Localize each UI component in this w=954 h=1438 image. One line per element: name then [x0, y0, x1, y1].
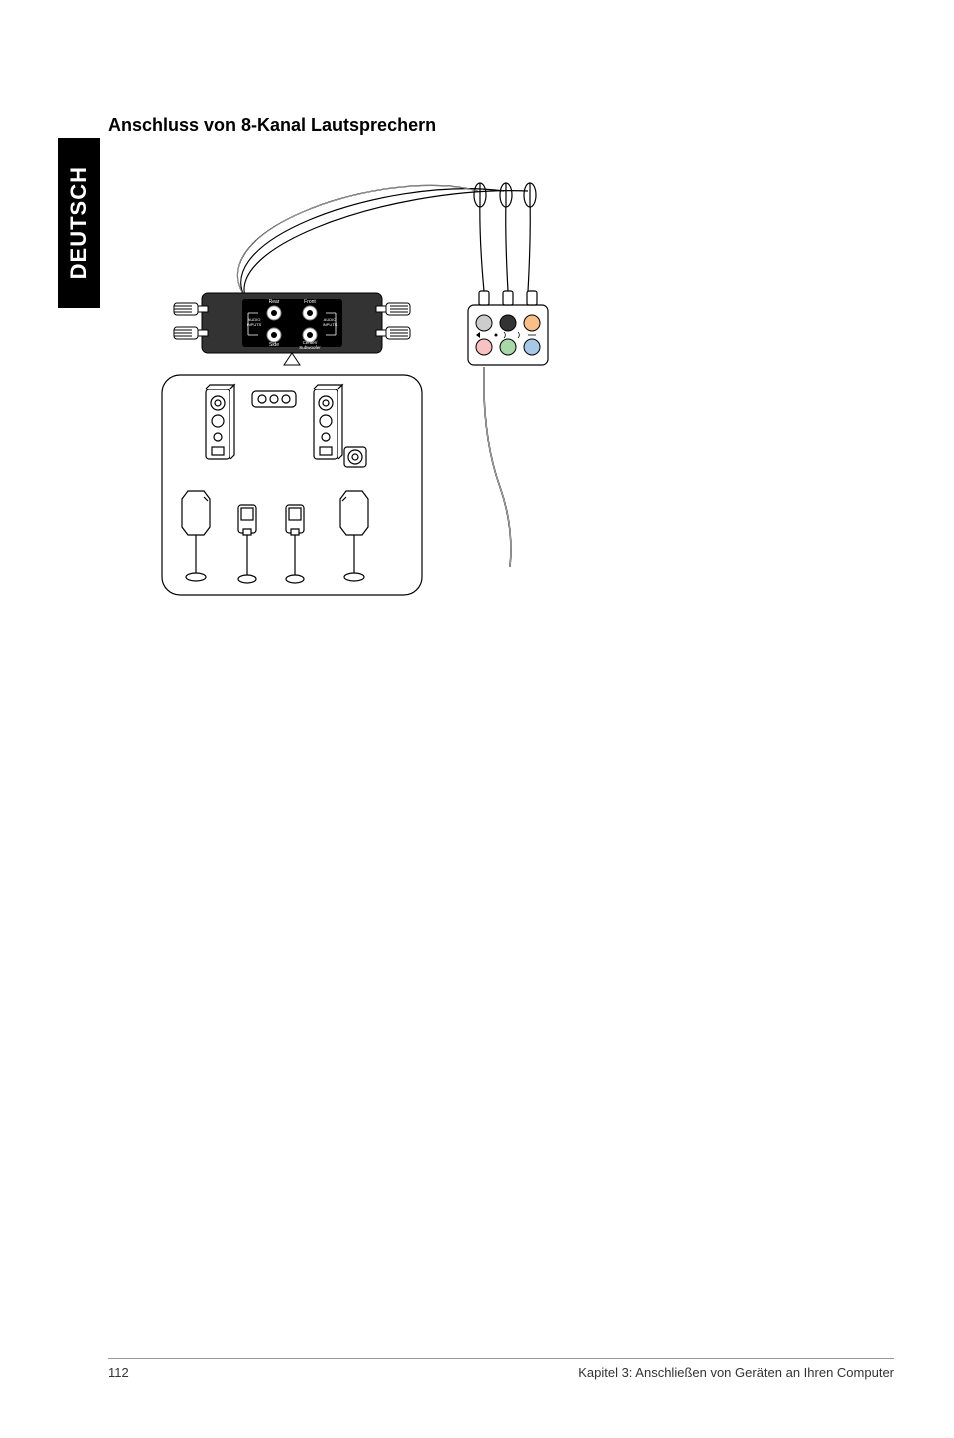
svg-text:INPUTS: INPUTS [247, 322, 262, 327]
label-front: Front [304, 299, 316, 305]
section-heading: Anschluss von 8-Kanal Lautsprechern [108, 115, 436, 136]
language-tab: DEUTSCH [58, 138, 100, 308]
language-tab-label: DEUTSCH [66, 166, 92, 279]
connection-diagram: Rear Front Side Center/ Subwoofer AUDIO … [122, 175, 594, 615]
page-number: 112 [108, 1365, 129, 1380]
label-side: Side [269, 342, 279, 348]
svg-text:INPUTS: INPUTS [323, 322, 338, 327]
label-subwoofer: Subwoofer [299, 345, 321, 350]
label-rear: Rear [269, 299, 280, 305]
page-footer: 112 Kapitel 3: Anschließen von Geräten a… [108, 1358, 894, 1380]
chapter-label: Kapitel 3: Anschließen von Geräten an Ih… [578, 1365, 894, 1380]
